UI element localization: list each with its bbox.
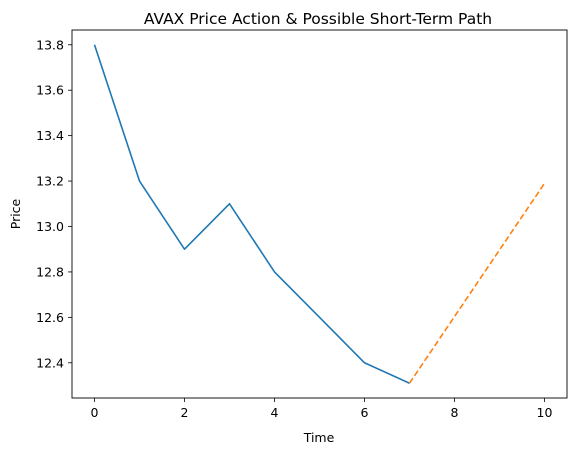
x-axis-label: Time [303,430,335,445]
y-tick-label: 12.6 [36,310,64,325]
series-layer [93,44,546,384]
x-tick-label: 10 [537,405,553,420]
y-axis-label: Price [8,198,23,229]
chart-title: AVAX Price Action & Possible Short-Term … [144,10,492,28]
x-tick-label: 0 [91,405,99,420]
y-axis: 12.4 12.6 12.8 13.0 13.2 13.4 13.6 13.8 [36,37,72,370]
y-tick-label: 13.4 [36,128,64,143]
x-tick-label: 8 [451,405,459,420]
y-tick-label: 13.0 [36,219,64,234]
projected-path-line [408,182,546,384]
x-axis: 0 2 4 6 8 10 [91,398,553,420]
x-tick-label: 2 [181,405,189,420]
x-tick-label: 4 [271,405,279,420]
y-tick-label: 13.6 [36,83,64,98]
x-tick-label: 6 [361,405,369,420]
plot-frame [71,29,568,399]
y-tick-label: 13.2 [36,174,64,189]
y-tick-label: 12.4 [36,355,64,370]
y-tick-label: 13.8 [36,37,64,52]
y-tick-label: 12.8 [36,264,64,279]
price-line [93,44,410,384]
